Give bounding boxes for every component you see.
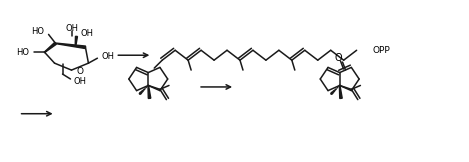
Text: HO: HO bbox=[31, 27, 45, 36]
Polygon shape bbox=[45, 42, 56, 52]
Polygon shape bbox=[340, 85, 342, 98]
Text: OH: OH bbox=[81, 29, 93, 38]
Polygon shape bbox=[75, 36, 77, 46]
Text: O: O bbox=[77, 67, 84, 76]
Text: OH: OH bbox=[74, 76, 86, 86]
Polygon shape bbox=[148, 85, 151, 98]
Text: O: O bbox=[335, 53, 342, 63]
Text: HO: HO bbox=[16, 48, 30, 57]
Text: OH: OH bbox=[66, 24, 79, 33]
Text: OH: OH bbox=[101, 52, 114, 61]
Polygon shape bbox=[55, 43, 86, 49]
Text: OPP: OPP bbox=[372, 46, 390, 55]
